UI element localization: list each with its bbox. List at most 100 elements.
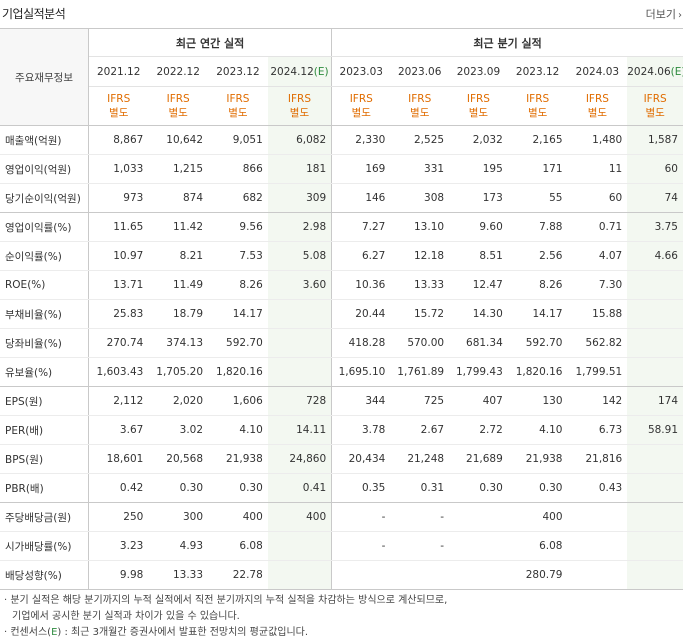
value-cell: 0.30 [148, 473, 209, 503]
row-label: 부채비율(%) [0, 299, 90, 329]
value-cell: 142 [567, 386, 628, 416]
value-cell: 7.27 [331, 212, 391, 242]
value-cell: 14.17 [507, 299, 568, 329]
header-bar: 기업실적분석 더보기 › [0, 0, 686, 28]
value-cell: 9.98 [88, 560, 149, 590]
value-cell: 6.27 [331, 241, 391, 271]
value-cell: 8,867 [88, 125, 149, 155]
value-cell: 0.30 [208, 473, 268, 503]
value-cell [627, 270, 683, 300]
period-header: 2024.12(E) [267, 56, 333, 87]
financial-table-body: 매출액(억원) 8,867 10,642 9,051 6,082 2,330 2,525 2,… [0, 125, 683, 590]
value-cell: - [390, 502, 450, 532]
ifrs-line: IFRS [526, 93, 550, 105]
value-cell: 4.07 [567, 241, 628, 271]
value-cell: 400 [208, 502, 268, 532]
value-cell: 2,330 [331, 125, 391, 155]
period-label: 2024.03 [575, 65, 620, 78]
value-cell [449, 502, 508, 532]
value-cell: 1,761.89 [390, 357, 450, 387]
ifrs-label: IFRS 별도 [148, 86, 209, 126]
value-cell: 7.88 [507, 212, 568, 242]
value-cell: 973 [88, 183, 149, 213]
financial-table: 주요재무정보 최근 연간 실적 최근 분기 실적 2021.12 2022.12 2… [0, 28, 683, 590]
separate-line: 별도 [109, 107, 129, 119]
value-cell: 4.10 [507, 415, 568, 445]
ifrs-label: IFRS 별도 [507, 86, 568, 126]
period-header: 2023.09 [449, 56, 508, 87]
row-header-label: 주요재무정보 [0, 28, 90, 126]
value-cell: 18,601 [88, 444, 149, 474]
value-cell: 5.08 [267, 241, 333, 271]
value-cell: 309 [267, 183, 333, 213]
value-cell: 13.71 [88, 270, 149, 300]
estimate-mark: (E) [313, 65, 329, 78]
separate-line: 별도 [351, 107, 371, 119]
value-cell: 18.79 [148, 299, 209, 329]
value-cell: 146 [331, 183, 391, 213]
value-cell: 3.67 [88, 415, 149, 445]
more-button[interactable]: 더보기 › [646, 6, 682, 22]
value-cell: 6.73 [567, 415, 628, 445]
ifrs-label: IFRS 별도 [567, 86, 628, 126]
value-cell [567, 502, 628, 532]
table-row: 당기순이익(억원) 973 874 682 309 146 308 173 55 60 74 [0, 183, 683, 213]
row-label: 시가배당률(%) [0, 531, 90, 561]
ifrs-line: IFRS [226, 93, 250, 105]
value-cell: - [390, 531, 450, 561]
value-cell: 14.17 [208, 299, 268, 329]
value-cell: 400 [507, 502, 568, 532]
period-label: 2024.12 [270, 65, 314, 78]
quarterly-group-header: 최근 분기 실적 [331, 28, 683, 57]
separate-line: 별도 [587, 107, 608, 119]
table-row: BPS(원) 18,601 20,568 21,938 24,860 20,434 21,2… [0, 444, 683, 474]
ifrs-line: IFRS [166, 93, 190, 105]
value-cell: 21,248 [390, 444, 450, 474]
ifrs-label: IFRS 별도 [267, 86, 333, 126]
value-cell: 4.66 [627, 241, 683, 271]
value-cell: 407 [449, 386, 508, 416]
value-cell: 1,587 [627, 125, 683, 155]
value-cell: 866 [208, 154, 268, 184]
value-cell: 10.97 [88, 241, 149, 271]
value-cell: 55 [507, 183, 568, 213]
table-row: PER(배) 3.67 3.02 4.10 14.11 3.78 2.67 2.72 4.10 6… [0, 415, 683, 445]
value-cell: - [331, 502, 391, 532]
value-cell: 174 [627, 386, 683, 416]
value-cell: 0.35 [331, 473, 391, 503]
period-label: 2024.06 [627, 65, 671, 78]
value-cell: 0.43 [567, 473, 628, 503]
value-cell: 418.28 [331, 328, 391, 358]
value-cell: 130 [507, 386, 568, 416]
value-cell: 0.30 [449, 473, 508, 503]
value-cell: 2.67 [390, 415, 450, 445]
row-label: 영업이익률(%) [0, 212, 90, 242]
period-label: 2023.06 [398, 65, 442, 78]
row-label: 당기순이익(억원) [0, 183, 90, 213]
row-label: 영업이익(억원) [0, 154, 90, 184]
value-cell: 12.18 [390, 241, 450, 271]
value-cell: 1,606 [208, 386, 268, 416]
footnote-consensus-prefix: · 컨센서스( [4, 627, 52, 638]
value-cell: 725 [390, 386, 450, 416]
value-cell: 728 [267, 386, 333, 416]
value-cell: 169 [331, 154, 391, 184]
value-cell [267, 560, 333, 590]
value-cell: 8.51 [449, 241, 508, 271]
period-header: 2023.12 [208, 56, 268, 87]
period-label: 2022.12 [156, 65, 200, 78]
value-cell [267, 299, 333, 329]
table-row: 주당배당금(원) 250 300 400 400- -400 [0, 502, 683, 532]
row-label: 주당배당금(원) [0, 502, 90, 532]
value-cell: 0.42 [88, 473, 149, 503]
value-cell [627, 299, 683, 329]
value-cell: 1,033 [88, 154, 149, 184]
value-cell: 2,525 [390, 125, 450, 155]
value-cell: 331 [390, 154, 450, 184]
value-cell: 4.93 [148, 531, 209, 561]
value-cell [331, 560, 391, 590]
value-cell: 1,480 [567, 125, 628, 155]
value-cell: - [331, 531, 391, 561]
footnote-quarterly: · 분기 실적은 해당 분기까지의 누적 실적에서 직전 분기까지의 누적 실적… [4, 595, 448, 606]
value-cell: 1,799.51 [567, 357, 628, 387]
